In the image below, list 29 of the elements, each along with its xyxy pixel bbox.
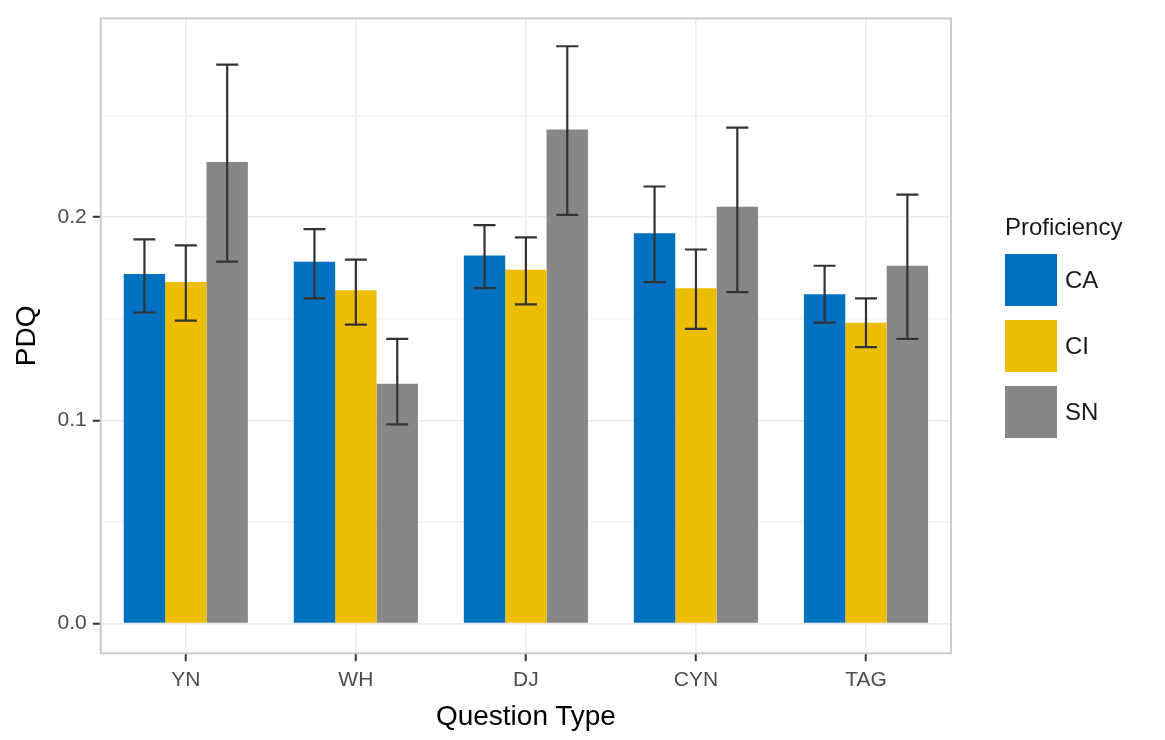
x-tick-label: YN bbox=[171, 666, 201, 690]
bar bbox=[505, 269, 547, 623]
bar bbox=[716, 206, 758, 623]
bar bbox=[206, 162, 248, 623]
bar bbox=[675, 288, 717, 623]
x-tick-label: WH bbox=[338, 666, 374, 690]
bar bbox=[376, 383, 418, 623]
legend-label: CA bbox=[1065, 266, 1099, 294]
bar bbox=[123, 273, 166, 623]
bar bbox=[335, 290, 377, 623]
y-tick-label: 0.1 bbox=[57, 407, 87, 431]
x-tick-label: TAG bbox=[845, 666, 887, 690]
bar bbox=[463, 255, 506, 623]
legend-label: CI bbox=[1065, 332, 1089, 360]
bar bbox=[293, 261, 336, 623]
bar bbox=[165, 282, 207, 623]
bar bbox=[633, 233, 676, 623]
legend-title: Proficiency bbox=[1005, 213, 1123, 241]
y-tick-label: 0.0 bbox=[57, 610, 87, 634]
x-axis-title: Question Type bbox=[435, 699, 616, 731]
y-tick-label: 0.2 bbox=[57, 203, 87, 227]
bar bbox=[845, 322, 887, 623]
bar bbox=[886, 265, 929, 623]
x-tick-label: CYN bbox=[673, 666, 719, 690]
y-axis-title: PDQ bbox=[9, 305, 41, 367]
bar bbox=[546, 129, 588, 623]
legend-label: SN bbox=[1065, 398, 1099, 426]
x-tick-label: DJ bbox=[513, 666, 539, 690]
bar bbox=[803, 294, 846, 623]
